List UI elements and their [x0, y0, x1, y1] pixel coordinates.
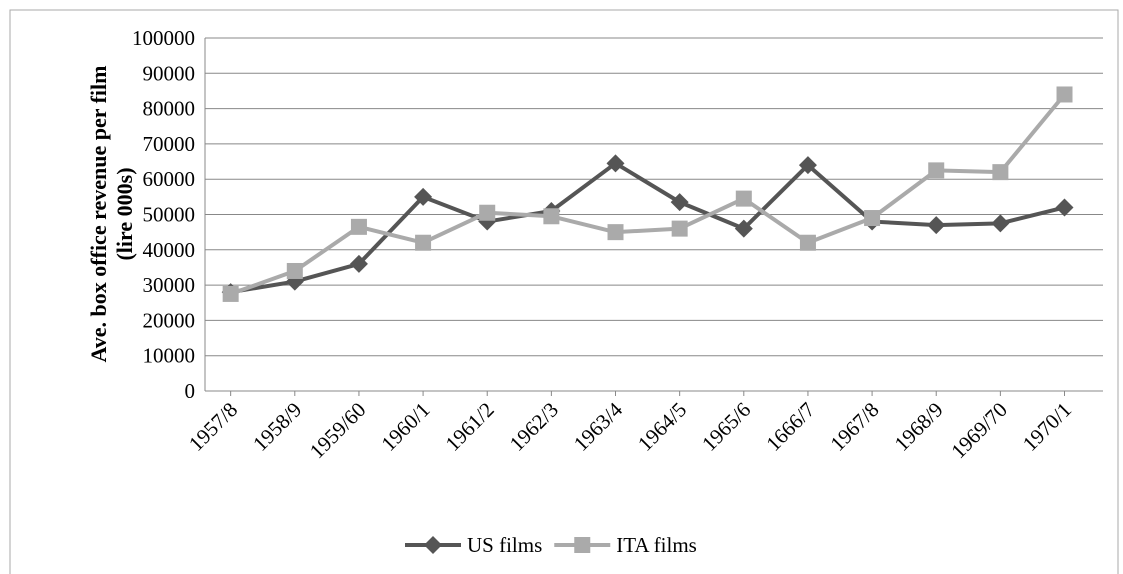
legend-marker: [424, 536, 442, 554]
data-point: [349, 254, 368, 273]
y-tick-label: 80000: [143, 97, 196, 121]
data-point: [479, 204, 496, 221]
y-tick-label: 100000: [132, 26, 195, 50]
data-point: [671, 220, 688, 237]
y-tick-label: 20000: [143, 308, 196, 332]
y-tick-label: 60000: [143, 167, 196, 191]
data-point: [414, 187, 433, 206]
y-tick-label: 50000: [143, 203, 196, 227]
y-axis-label: Ave. box office revenue per film(lire 00…: [86, 66, 137, 363]
data-point: [1056, 86, 1073, 103]
y-tick-label: 40000: [143, 238, 196, 262]
data-point: [286, 262, 303, 279]
y-tick-label: 10000: [143, 344, 196, 368]
legend-marker: [574, 537, 591, 553]
y-tick-label: 30000: [143, 273, 196, 297]
data-point: [1055, 198, 1074, 217]
data-point: [350, 218, 367, 235]
data-point: [991, 214, 1010, 233]
y-tick-label: 0: [185, 379, 196, 403]
data-point: [607, 224, 624, 241]
data-point: [735, 190, 752, 207]
y-tick-label: 70000: [143, 132, 196, 156]
series-line: [230, 161, 1065, 295]
data-point: [543, 208, 560, 225]
legend-label: ITA films: [616, 533, 697, 557]
data-point: [734, 219, 753, 238]
y-tick-label: 90000: [143, 61, 196, 85]
data-point: [415, 234, 432, 251]
data-point: [992, 164, 1009, 181]
data-point: [864, 210, 881, 227]
data-point: [799, 234, 816, 251]
data-point: [798, 156, 817, 175]
series-line: [229, 93, 1067, 296]
data-point: [606, 154, 625, 173]
legend-label: US films: [467, 533, 542, 557]
chart-border: [9, 9, 1119, 574]
data-point: [222, 285, 239, 302]
data-point: [928, 162, 945, 179]
data-point: [670, 193, 689, 212]
data-point: [927, 216, 946, 235]
